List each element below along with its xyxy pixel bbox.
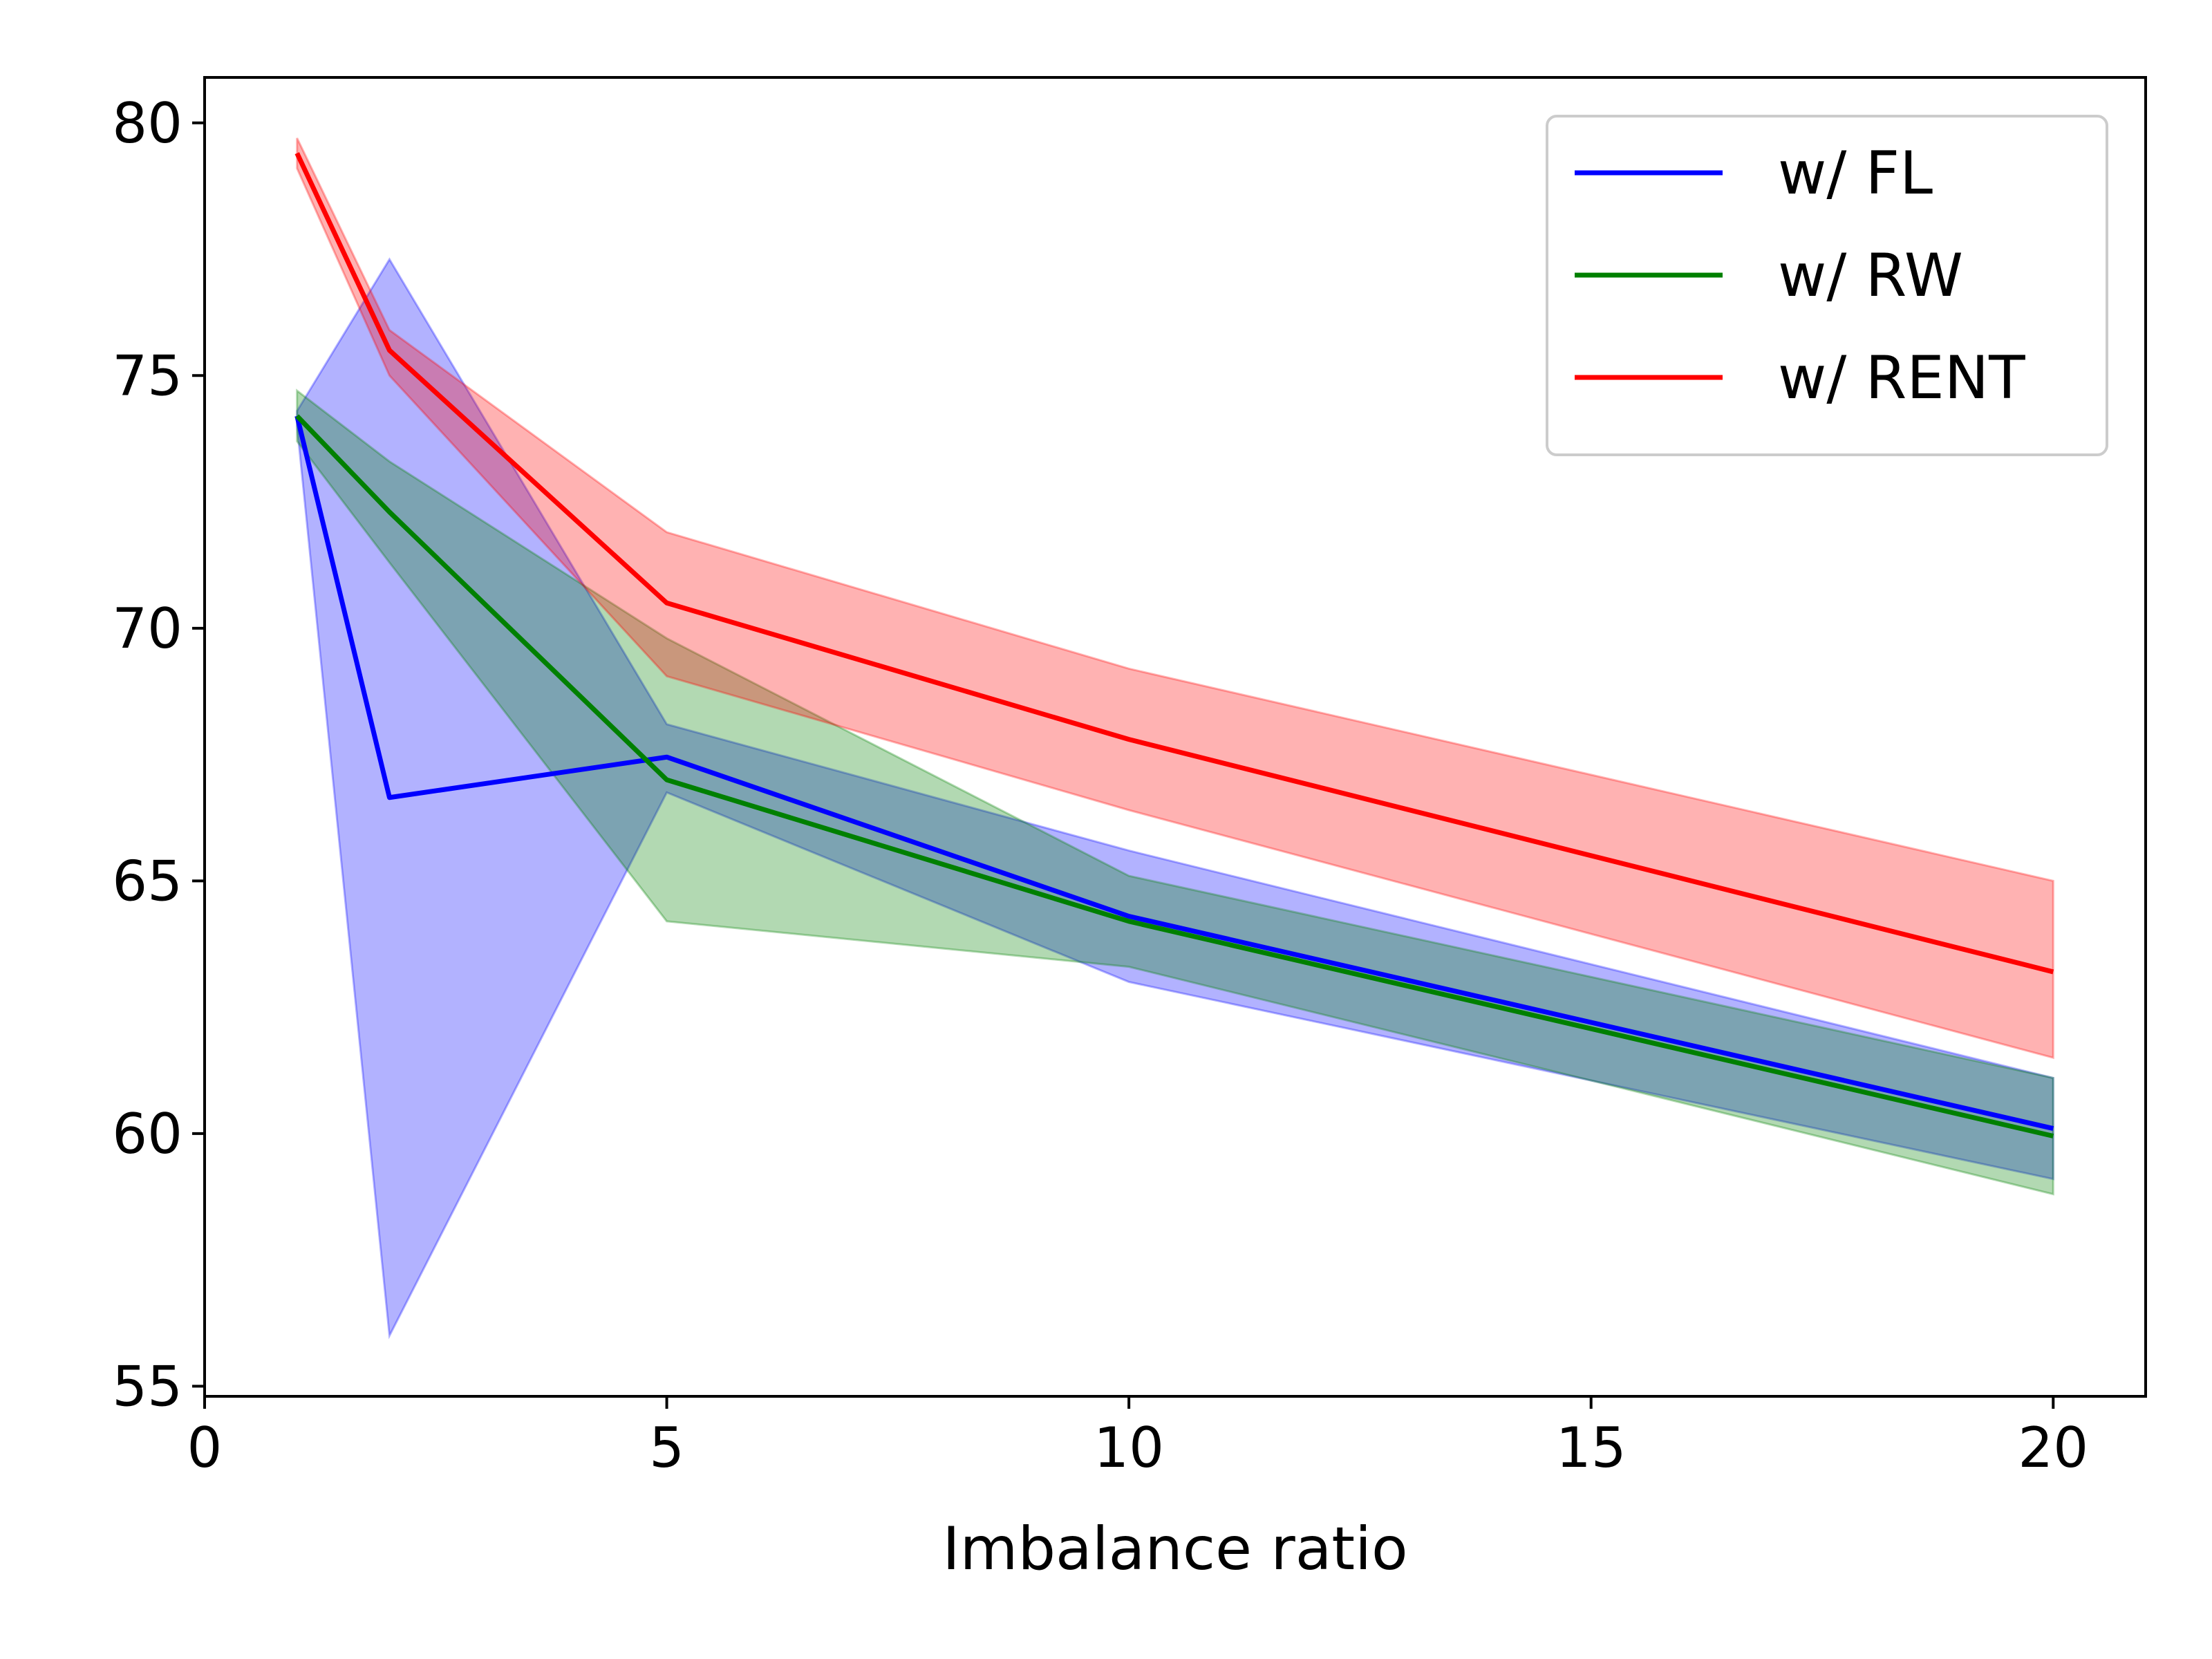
line-w-rw bbox=[295, 414, 2054, 1138]
y-axis-ticks: 55 60 65 70 75 80 bbox=[112, 91, 205, 1418]
legend-label: w/ FL bbox=[1778, 139, 1933, 208]
x-axis-ticks: 0 5 10 15 20 bbox=[187, 1396, 2088, 1480]
confidence-bands bbox=[296, 138, 2054, 1340]
band-w-rw bbox=[296, 388, 2054, 1196]
legend-box bbox=[1546, 115, 2108, 456]
legend: w/ FL w/ RW w/ RENT bbox=[1546, 115, 2108, 456]
legend-label: w/ RENT bbox=[1778, 344, 2025, 413]
y-tick-label: 75 bbox=[112, 344, 182, 408]
x-tick-label: 20 bbox=[2018, 1416, 2088, 1480]
band-w-rent bbox=[296, 138, 2054, 1060]
series-lines bbox=[294, 152, 2054, 1138]
line-w-fl bbox=[294, 415, 2054, 1131]
x-tick-label: 10 bbox=[1094, 1416, 1164, 1480]
legend-label: w/ RW bbox=[1778, 241, 1963, 310]
y-tick-label: 60 bbox=[112, 1102, 182, 1166]
x-tick-label: 15 bbox=[1556, 1416, 1627, 1480]
band-w-fl bbox=[296, 257, 2054, 1340]
x-tick-label: 5 bbox=[649, 1416, 684, 1480]
x-axis-title: Imbalance ratio bbox=[942, 1515, 1407, 1584]
line-w-rent bbox=[294, 152, 2054, 975]
y-tick-label: 70 bbox=[112, 597, 182, 661]
y-tick-label: 80 bbox=[112, 91, 182, 156]
plot-frame bbox=[203, 76, 2147, 1398]
x-tick-label: 0 bbox=[187, 1416, 223, 1480]
y-tick-label: 55 bbox=[112, 1354, 182, 1418]
y-tick-label: 65 bbox=[112, 849, 182, 913]
